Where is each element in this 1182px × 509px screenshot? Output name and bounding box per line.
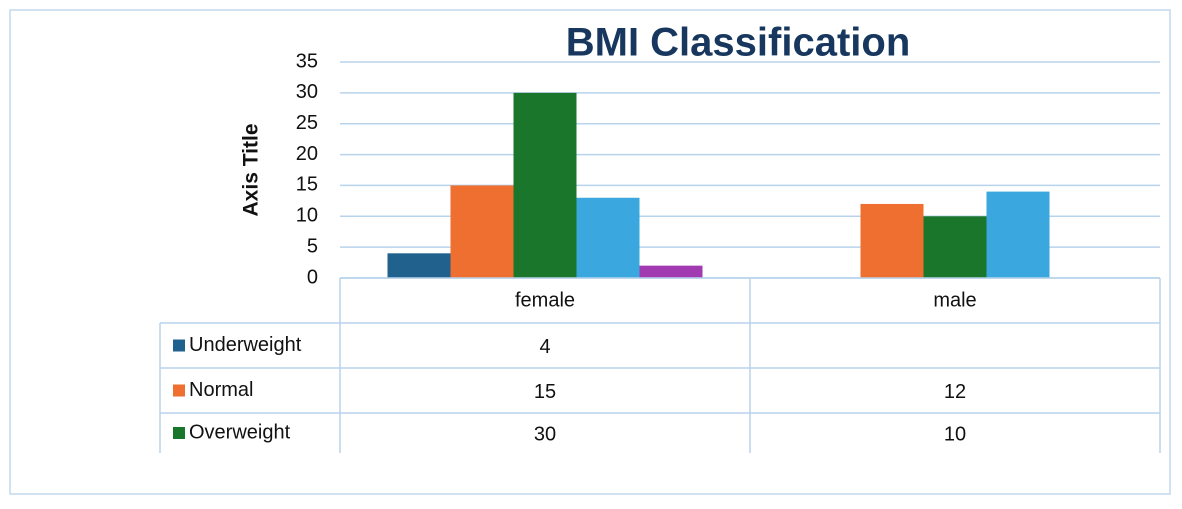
table-value: 12 — [944, 381, 966, 403]
legend-label: Underweight — [189, 334, 302, 356]
bar — [860, 203, 924, 278]
bar — [450, 185, 514, 278]
category-label: female — [515, 289, 575, 311]
legend-key — [173, 427, 185, 439]
table-value: 10 — [944, 423, 966, 445]
table-value: 15 — [534, 381, 556, 403]
table-value: 4 — [539, 336, 550, 358]
bar — [923, 216, 987, 278]
legend-label: Normal — [189, 379, 253, 401]
y-tick-label: 35 — [296, 50, 318, 72]
legend-key — [173, 339, 185, 352]
y-tick-label: 20 — [296, 143, 318, 165]
bar — [639, 265, 703, 278]
bar — [986, 191, 1050, 278]
bar — [387, 253, 451, 278]
chart-title: BMI Classification — [566, 21, 911, 65]
legend-key — [173, 384, 185, 397]
y-tick-label: 30 — [296, 81, 318, 103]
y-axis-title: Axis Title — [240, 124, 263, 217]
y-tick-label: 0 — [307, 266, 318, 288]
bar — [576, 197, 640, 278]
table-value: 30 — [534, 423, 556, 445]
bar — [513, 92, 577, 278]
y-tick-label: 25 — [296, 112, 318, 134]
y-tick-label: 10 — [296, 205, 318, 227]
y-tick-label: 15 — [296, 174, 318, 196]
y-tick-label: 5 — [307, 235, 318, 257]
category-label: male — [933, 289, 976, 311]
legend-label: Overweight — [189, 421, 291, 443]
